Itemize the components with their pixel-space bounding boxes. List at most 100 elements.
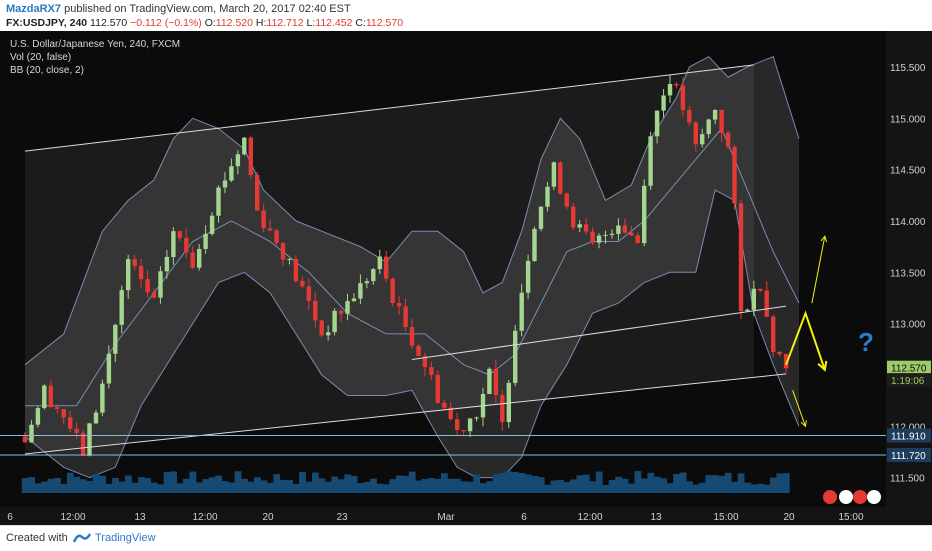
candle-body [590,231,595,243]
candle-body [74,428,79,433]
candle-body [216,187,221,216]
candle-body [390,278,395,303]
arrow-head [820,235,828,243]
volume-bar [260,480,268,493]
candle-body [616,225,621,234]
volume-bar [653,476,661,493]
volume-bar [215,475,223,493]
volume-bar [595,471,603,493]
event-icon[interactable] [867,490,881,504]
candle-body [145,279,150,293]
y-tick-label: 114.500 [890,166,926,177]
volume-bar [602,484,610,493]
candle-body [642,185,647,244]
candle-body [525,261,531,293]
last-price: 112.570 [90,17,128,29]
candle-body [132,259,137,266]
author-link[interactable]: MazdaRX7 [6,3,62,15]
candle-body [274,230,279,243]
candle-body [745,309,750,312]
candle-body [364,281,370,284]
volume-bar [499,473,506,493]
volume-bar [163,471,171,493]
candle-body [119,290,124,325]
price-chart[interactable]: 115.500 115.000 114.500 114.000 113.500 113.0… [0,31,932,525]
candle-body [29,424,34,443]
candle-body [506,382,511,423]
candle-body [680,85,686,110]
candle-body [203,233,208,249]
volume-bar [705,475,713,493]
event-icon[interactable] [823,490,837,504]
volume-bar [505,471,513,493]
volume-bar [576,475,584,493]
volume-bar [460,481,468,493]
volume-bar [744,482,751,493]
price-badge [887,428,931,443]
bb-upper-line [24,56,800,366]
volume-bar [292,483,300,493]
volume-bar [34,483,42,493]
candle-body [332,310,337,333]
footer: Created with TradingView [0,525,932,551]
candle-body [306,286,311,301]
price-badge [887,448,931,462]
volume-bar [73,476,81,493]
x-tick-label: 13 [650,512,662,523]
x-tick-label: 6 [7,512,13,523]
candle-body [255,175,260,211]
volume-bar [686,481,693,493]
candle-body [532,228,537,261]
volume-bar [125,475,132,493]
volume-bar [518,473,526,493]
candle-body [622,225,627,233]
volume-bar [202,479,210,493]
volume-bar [415,480,422,493]
x-tick-label: 6 [521,512,527,523]
price-badge-label: 1:19:06 [891,376,925,387]
candle-body [725,132,731,147]
candle-body [648,136,653,186]
candle-body [519,292,524,331]
chart-background [0,31,932,525]
volume-bar [47,478,55,493]
volume-bar [570,479,577,493]
candle-body [345,301,350,314]
candle-body [287,258,292,260]
volume-bar [608,480,616,493]
volume-bar [402,475,410,493]
volume-bar [395,475,403,493]
channel-lower-line [24,373,787,455]
tradingview-logo-icon[interactable] [72,531,92,545]
channel-mid-line [411,305,787,361]
volume-bar [731,481,739,493]
volume-bar [350,475,358,493]
projection-arrow [785,310,826,371]
volume-bar [770,477,777,493]
candle-body [455,419,460,430]
volume-bar [112,478,119,493]
candle-body [164,256,170,272]
open-value: 112.520 [215,17,253,29]
candle-body [138,265,144,280]
x-tick-label: 20 [262,512,274,523]
bb-lower-line [24,189,800,479]
candle-body [267,228,273,231]
volume-bar [273,474,281,493]
candle-body [197,249,202,268]
publish-header: MazdaRX7 published on TradingView.com, M… [0,0,932,31]
candle-body [538,206,544,229]
volume-bar [331,476,339,493]
event-icon[interactable] [853,490,867,504]
candle-body [667,84,673,96]
tradingview-brand-link[interactable]: TradingView [95,532,156,544]
event-icon[interactable] [839,490,853,504]
event-icons[interactable] [823,490,881,504]
candle-body [603,234,608,236]
symbol-quote: FX:USDJPY, 240 112.570 −0.112 (−0.1%) O:… [6,17,403,29]
price-badge-label: 111.720 [891,451,926,462]
candle-body [461,430,466,432]
candle-body [435,374,440,403]
candle-body [377,256,382,270]
volume-bar [550,480,558,493]
